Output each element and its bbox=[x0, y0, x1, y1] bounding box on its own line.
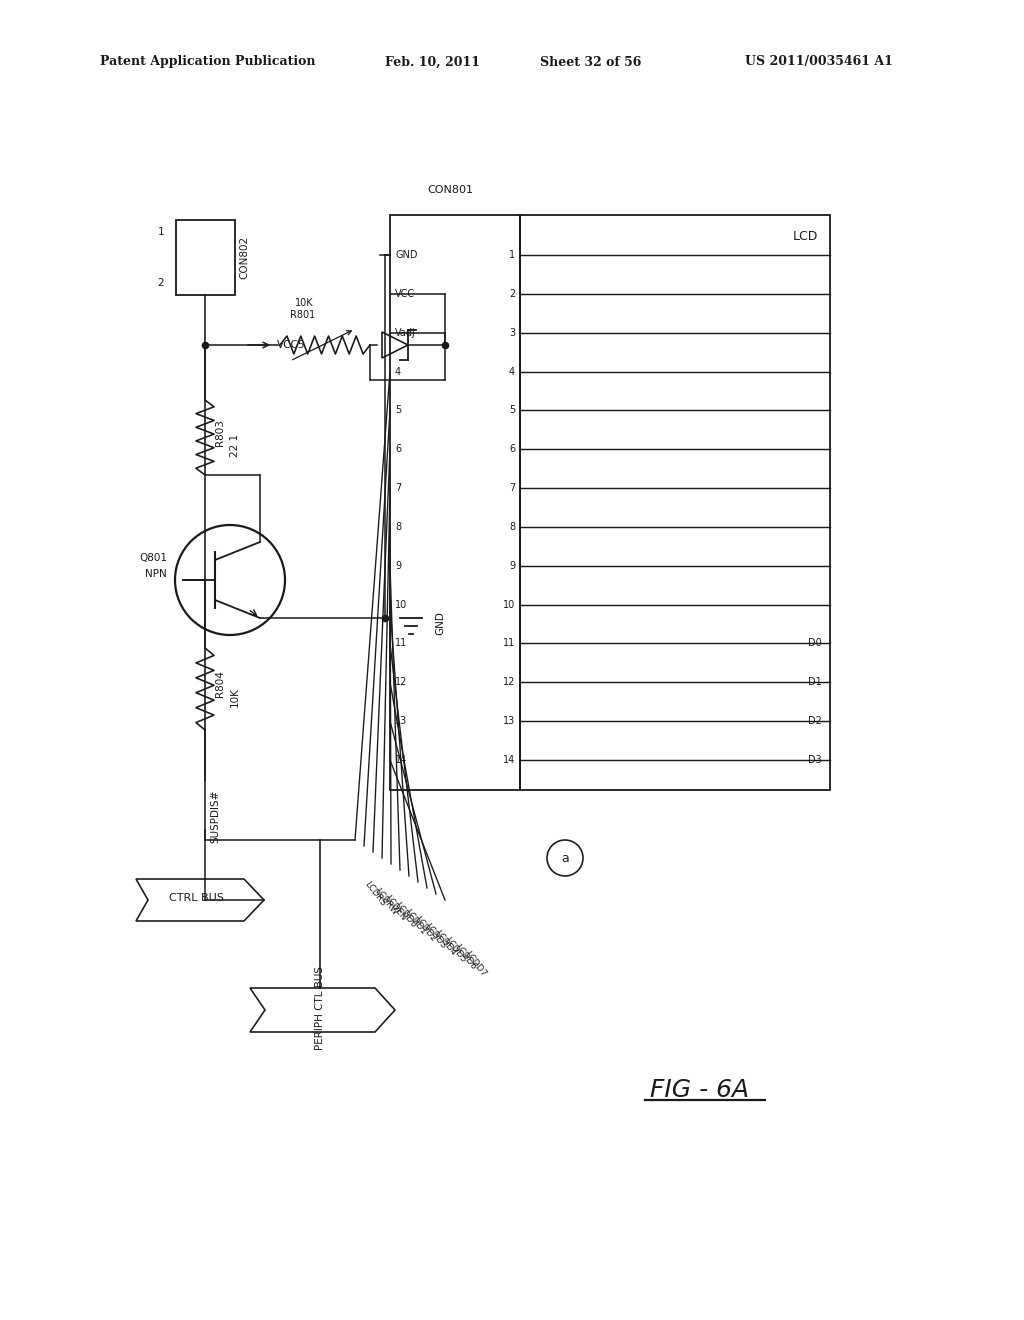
Text: GND: GND bbox=[395, 249, 418, 260]
Text: NPN: NPN bbox=[145, 569, 167, 579]
Text: LCDRS: LCDRS bbox=[362, 880, 388, 908]
Text: PERIPH CTL BUS: PERIPH CTL BUS bbox=[315, 966, 325, 1049]
Text: Sheet 32 of 56: Sheet 32 of 56 bbox=[540, 55, 641, 69]
Text: GND: GND bbox=[435, 611, 445, 635]
Bar bbox=[520, 215, 830, 789]
Text: 13: 13 bbox=[503, 717, 515, 726]
Bar bbox=[176, 220, 234, 294]
Text: D0: D0 bbox=[808, 639, 822, 648]
Text: CON802: CON802 bbox=[239, 236, 249, 279]
Text: D1: D1 bbox=[808, 677, 822, 688]
Text: R801: R801 bbox=[290, 310, 315, 319]
Bar bbox=[390, 215, 520, 789]
Text: LCDD2: LCDD2 bbox=[413, 915, 438, 944]
Text: D3: D3 bbox=[808, 755, 822, 766]
Text: LCDD6: LCDD6 bbox=[453, 942, 478, 972]
Text: 9: 9 bbox=[395, 561, 401, 570]
Text: LCDRW: LCDRW bbox=[373, 887, 399, 917]
Text: Q801: Q801 bbox=[139, 553, 167, 564]
Text: 4: 4 bbox=[395, 367, 401, 376]
Text: 5: 5 bbox=[395, 405, 401, 416]
Text: LCDD4: LCDD4 bbox=[433, 929, 459, 958]
Text: Feb. 10, 2011: Feb. 10, 2011 bbox=[385, 55, 480, 69]
Text: 2: 2 bbox=[509, 289, 515, 298]
Text: 11: 11 bbox=[503, 639, 515, 648]
Text: 1: 1 bbox=[509, 249, 515, 260]
Text: SUSPDIS#: SUSPDIS# bbox=[210, 789, 220, 843]
Text: 7: 7 bbox=[509, 483, 515, 494]
Text: 1: 1 bbox=[158, 227, 164, 238]
Text: 10K: 10K bbox=[230, 688, 240, 708]
Text: 3: 3 bbox=[509, 327, 515, 338]
Text: R803: R803 bbox=[215, 418, 225, 446]
Text: LCDD0: LCDD0 bbox=[393, 902, 418, 929]
Text: VCC5: VCC5 bbox=[278, 341, 305, 350]
Text: LCDD1: LCDD1 bbox=[403, 908, 428, 937]
Text: 5: 5 bbox=[509, 405, 515, 416]
Text: 9: 9 bbox=[509, 561, 515, 570]
Text: CON801: CON801 bbox=[427, 185, 473, 195]
Text: 14: 14 bbox=[395, 755, 408, 766]
Text: 10K: 10K bbox=[295, 298, 313, 308]
Text: 10: 10 bbox=[503, 599, 515, 610]
Text: 22 1: 22 1 bbox=[230, 434, 240, 457]
Text: LCD: LCD bbox=[793, 230, 818, 243]
Text: LCDD7: LCDD7 bbox=[463, 950, 488, 979]
Text: 8: 8 bbox=[509, 521, 515, 532]
Text: 12: 12 bbox=[395, 677, 408, 688]
Text: 7: 7 bbox=[395, 483, 401, 494]
Text: 11: 11 bbox=[395, 639, 408, 648]
Text: Vadj: Vadj bbox=[395, 327, 416, 338]
Text: LCDEN: LCDEN bbox=[383, 894, 409, 923]
Text: VCC: VCC bbox=[395, 289, 415, 298]
Text: Patent Application Publication: Patent Application Publication bbox=[100, 55, 315, 69]
Text: US 2011/0035461 A1: US 2011/0035461 A1 bbox=[745, 55, 893, 69]
Text: 4: 4 bbox=[509, 367, 515, 376]
Text: 12: 12 bbox=[503, 677, 515, 688]
Text: 8: 8 bbox=[395, 521, 401, 532]
Text: LCDD3: LCDD3 bbox=[423, 921, 449, 950]
Text: LCDD5: LCDD5 bbox=[443, 936, 468, 965]
Text: 6: 6 bbox=[509, 445, 515, 454]
Text: D2: D2 bbox=[808, 717, 822, 726]
Text: CTRL BUS: CTRL BUS bbox=[169, 894, 223, 903]
Text: FIG - 6A: FIG - 6A bbox=[650, 1078, 750, 1102]
Text: 13: 13 bbox=[395, 717, 408, 726]
Text: R804: R804 bbox=[215, 671, 225, 697]
Text: 10: 10 bbox=[395, 599, 408, 610]
Text: 2: 2 bbox=[158, 279, 164, 288]
Text: a: a bbox=[561, 851, 569, 865]
Text: 6: 6 bbox=[395, 445, 401, 454]
Text: 14: 14 bbox=[503, 755, 515, 766]
